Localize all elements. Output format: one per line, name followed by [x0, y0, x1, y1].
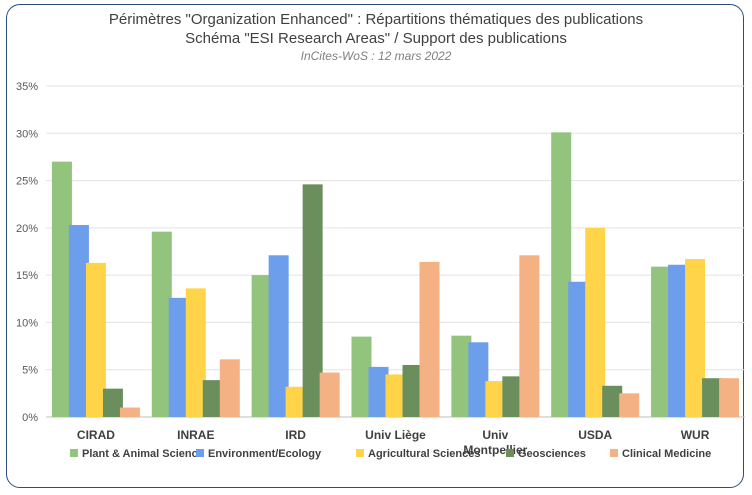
y-tick-label: 25%: [16, 176, 38, 188]
bar: [451, 335, 472, 417]
chart-title: Périmètres "Organization Enhanced" : Rép…: [108, 11, 644, 28]
chart-titles: Périmètres "Organization Enhanced" : Rép…: [0, 10, 752, 64]
bar: [151, 231, 172, 417]
y-tick-label: 35%: [16, 81, 38, 93]
legend-label: Plant & Animal Science: [82, 448, 204, 460]
bar: [651, 266, 672, 417]
y-tick-label: 20%: [16, 223, 38, 235]
bar: [368, 366, 389, 417]
y-tick-label: 30%: [16, 128, 38, 140]
bar: [685, 259, 706, 417]
x-category-label: WUR: [681, 428, 710, 442]
legend-swatch: [70, 449, 78, 457]
gridlines: [46, 85, 745, 418]
legend-swatch: [356, 449, 364, 457]
legend-label: Environment/Ecology: [208, 448, 322, 460]
bar: [168, 297, 189, 417]
chart-source-note: InCites-WoS : 12 mars 2022: [300, 49, 452, 63]
y-tick-label: 15%: [16, 270, 38, 282]
bar: [619, 393, 640, 417]
legend-label: Agricultural Sciences: [368, 448, 481, 460]
y-tick-label: 10%: [16, 317, 38, 329]
bar: [268, 255, 289, 417]
bar: [385, 374, 406, 417]
bar: [585, 227, 606, 417]
bars: [51, 132, 740, 417]
bar: [351, 336, 372, 417]
bar: [68, 225, 89, 417]
bar: [519, 255, 540, 417]
bar: [251, 275, 272, 417]
bar: [719, 378, 740, 417]
legend-label: Clinical Medicine: [622, 448, 711, 460]
bar: [502, 376, 523, 417]
bar: [551, 132, 572, 417]
bar: [102, 388, 123, 417]
bar: [119, 407, 140, 417]
bar: [402, 364, 423, 417]
y-axis-ticks: 0% 5% 10% 15% 20% 25% 30% 35%: [16, 81, 38, 424]
bar: [702, 378, 723, 417]
bar: [85, 262, 106, 417]
x-category-label: CIRAD: [77, 428, 115, 442]
bar: [302, 184, 323, 417]
x-category-label: USDA: [578, 428, 612, 442]
bar: [419, 261, 440, 417]
legend-swatch: [506, 449, 514, 457]
bar: [185, 288, 206, 417]
bar: [602, 385, 623, 417]
bar: [468, 342, 489, 417]
bar: [485, 381, 506, 417]
bar: [568, 281, 589, 417]
legend-label: Geosciences: [518, 448, 586, 460]
bar: [219, 359, 240, 417]
x-category-label: IRD: [285, 428, 306, 442]
x-category-label: Univ Liège: [365, 428, 426, 442]
x-category-label: INRAE: [177, 428, 214, 442]
chart-subtitle: Schéma "ESI Research Areas" / Support de…: [185, 30, 567, 47]
bar: [668, 264, 689, 417]
bar: [202, 380, 223, 417]
legend-swatch: [610, 449, 618, 457]
y-tick-label: 5%: [22, 365, 38, 377]
legend-swatch: [196, 449, 204, 457]
bar: [51, 161, 72, 417]
y-tick-label: 0%: [22, 412, 38, 424]
bar: [319, 372, 340, 417]
bar: [285, 386, 306, 417]
legend: Plant & Animal Science Environment/Ecolog…: [70, 448, 711, 460]
